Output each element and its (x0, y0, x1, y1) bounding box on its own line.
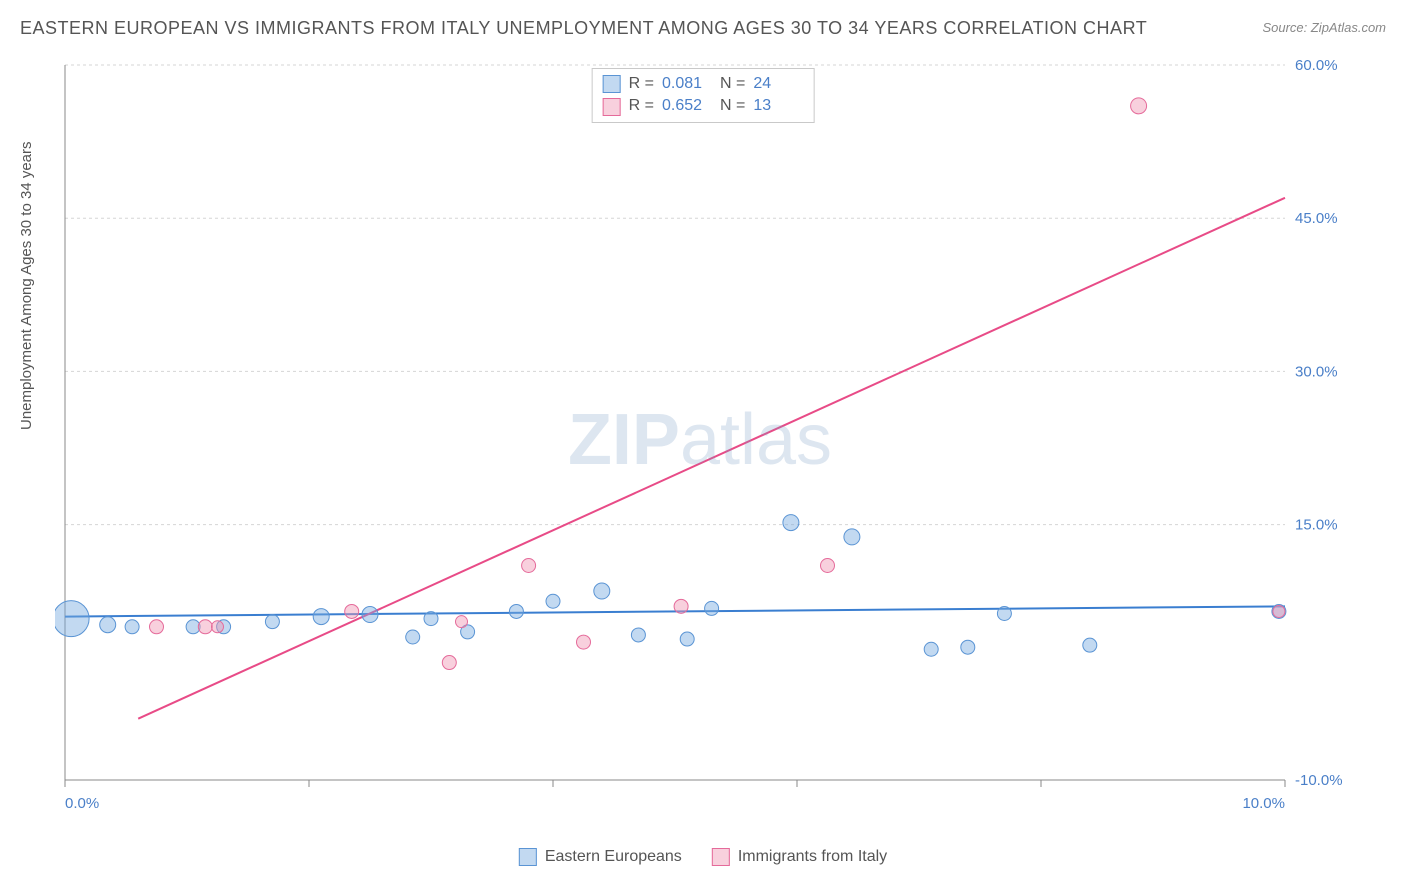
stat-legend-row-1: R = 0.652 N = 13 (603, 95, 804, 117)
plot-area: ZIPatlas 0.0%10.0%-10.0%15.0%30.0%45.0%6… (55, 60, 1345, 820)
svg-text:30.0%: 30.0% (1295, 363, 1338, 380)
swatch-icon (603, 75, 621, 93)
legend-label: Immigrants from Italy (738, 848, 887, 866)
bottom-legend: Eastern Europeans Immigrants from Italy (519, 848, 887, 866)
swatch-icon (603, 98, 621, 116)
swatch-icon (712, 848, 730, 866)
r-value: 0.652 (662, 95, 712, 117)
stat-legend: R = 0.081 N = 24 R = 0.652 N = 13 (592, 68, 815, 123)
chart-title: EASTERN EUROPEAN VS IMMIGRANTS FROM ITAL… (20, 18, 1147, 39)
n-label: N = (720, 73, 745, 95)
n-label: N = (720, 95, 745, 117)
svg-text:-10.0%: -10.0% (1295, 772, 1343, 789)
r-label: R = (629, 73, 654, 95)
r-label: R = (629, 95, 654, 117)
svg-text:0.0%: 0.0% (65, 795, 99, 812)
y-axis-label: Unemployment Among Ages 30 to 34 years (18, 141, 35, 430)
svg-text:45.0%: 45.0% (1295, 210, 1338, 227)
svg-text:60.0%: 60.0% (1295, 60, 1338, 74)
svg-text:15.0%: 15.0% (1295, 517, 1338, 534)
scatter-chart: 0.0% 10.0% -10.0% 15.0% 30.0% 45.0% 60.0% (55, 60, 1345, 820)
svg-text:10.0%: 10.0% (1242, 795, 1285, 812)
source-label: Source: ZipAtlas.com (1262, 20, 1386, 35)
stat-legend-row-0: R = 0.081 N = 24 (603, 73, 804, 95)
r-value: 0.081 (662, 73, 712, 95)
legend-item-0: Eastern Europeans (519, 848, 682, 866)
swatch-icon (519, 848, 537, 866)
n-value: 13 (753, 95, 803, 117)
legend-item-1: Immigrants from Italy (712, 848, 887, 866)
legend-label: Eastern Europeans (545, 848, 682, 866)
n-value: 24 (753, 73, 803, 95)
